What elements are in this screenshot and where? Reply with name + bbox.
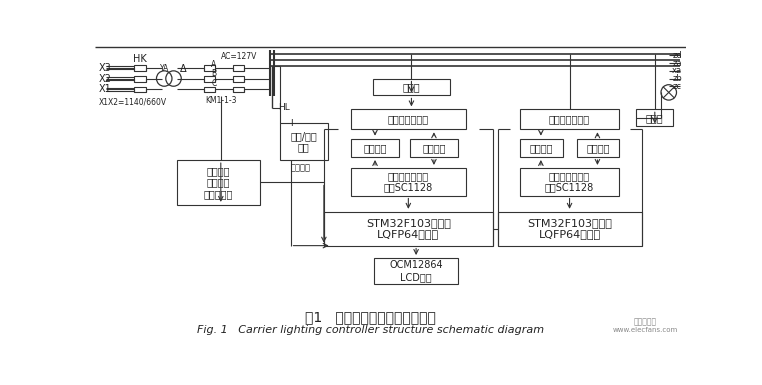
Text: xa: xa (672, 66, 682, 75)
Bar (373, 79, 450, 95)
Text: A: A (211, 60, 216, 69)
Text: 漏电保护
漏电闭锁
过电流保护: 漏电保护 漏电闭锁 过电流保护 (203, 166, 233, 199)
Text: 电力线载波通信
芯片SC1128: 电力线载波通信 芯片SC1128 (384, 171, 433, 192)
Text: 接收电路: 接收电路 (530, 143, 553, 153)
Text: www.elecfans.com: www.elecfans.com (613, 326, 678, 333)
Text: 接收电路: 接收电路 (363, 143, 387, 153)
Bar (520, 168, 620, 196)
Text: X1X2=1140/660V: X1X2=1140/660V (98, 97, 166, 106)
Text: 采样信号: 采样信号 (290, 163, 311, 172)
Bar (134, 87, 146, 92)
Bar (410, 139, 458, 157)
Bar (520, 139, 562, 157)
Bar (233, 87, 244, 92)
Text: HK: HK (133, 54, 146, 64)
Text: HL: HL (278, 103, 290, 112)
Text: C: C (211, 79, 216, 88)
Bar (233, 76, 244, 82)
Bar (351, 168, 466, 196)
Bar (351, 139, 399, 157)
Text: YA: YA (159, 64, 169, 73)
Text: zb: zb (672, 74, 682, 83)
Text: 发射电路: 发射电路 (586, 143, 610, 153)
Text: 电力线载波通信
芯片SC1128: 电力线载波通信 芯片SC1128 (545, 171, 594, 192)
Text: zc: zc (673, 82, 682, 91)
Text: I: I (290, 119, 293, 128)
Text: X1: X1 (99, 84, 112, 94)
Text: 电子发烧友: 电子发烧友 (634, 317, 657, 326)
Bar (280, 123, 328, 160)
Bar (134, 65, 146, 71)
Text: 电力线耦合电路: 电力线耦合电路 (549, 114, 590, 124)
Text: Δ: Δ (180, 64, 186, 74)
Text: STM32F103增强型
LQFP64单片机: STM32F103增强型 LQFP64单片机 (527, 218, 613, 239)
Bar (203, 65, 215, 71)
Text: Fig. 1   Carrier lighting controller structure schematic diagram: Fig. 1 Carrier lighting controller struc… (197, 325, 544, 335)
Text: X2: X2 (99, 74, 112, 84)
Text: STM32F103增强型
LQFP64单片机: STM32F103增强型 LQFP64单片机 (366, 218, 451, 239)
Text: 继电器: 继电器 (402, 82, 421, 92)
Text: X3: X3 (99, 63, 112, 73)
Bar (203, 76, 215, 82)
Bar (324, 212, 493, 246)
Text: 发射电路: 发射电路 (422, 143, 446, 153)
Text: B: B (211, 69, 216, 79)
Text: zd: zd (672, 51, 682, 60)
Bar (577, 139, 620, 157)
Bar (351, 109, 466, 129)
Bar (374, 258, 458, 284)
Bar (520, 109, 620, 129)
Text: AC=127V: AC=127V (221, 52, 258, 62)
Text: KM1-1-3: KM1-1-3 (205, 95, 236, 105)
Text: 图1   载波照明控制器结构示意图: 图1 载波照明控制器结构示意图 (305, 310, 436, 324)
Bar (498, 212, 642, 246)
Bar (233, 65, 244, 71)
Text: 电力线耦合电路: 电力线耦合电路 (388, 114, 429, 124)
Text: 电压/电流
转化: 电压/电流 转化 (290, 131, 317, 152)
Bar (134, 76, 146, 82)
Text: OCM12864
LCD显示: OCM12864 LCD显示 (389, 260, 443, 282)
Bar (177, 160, 261, 205)
Bar (636, 109, 674, 126)
Text: 继电器: 继电器 (646, 113, 664, 123)
Bar (203, 87, 215, 92)
Text: za: za (672, 59, 682, 68)
